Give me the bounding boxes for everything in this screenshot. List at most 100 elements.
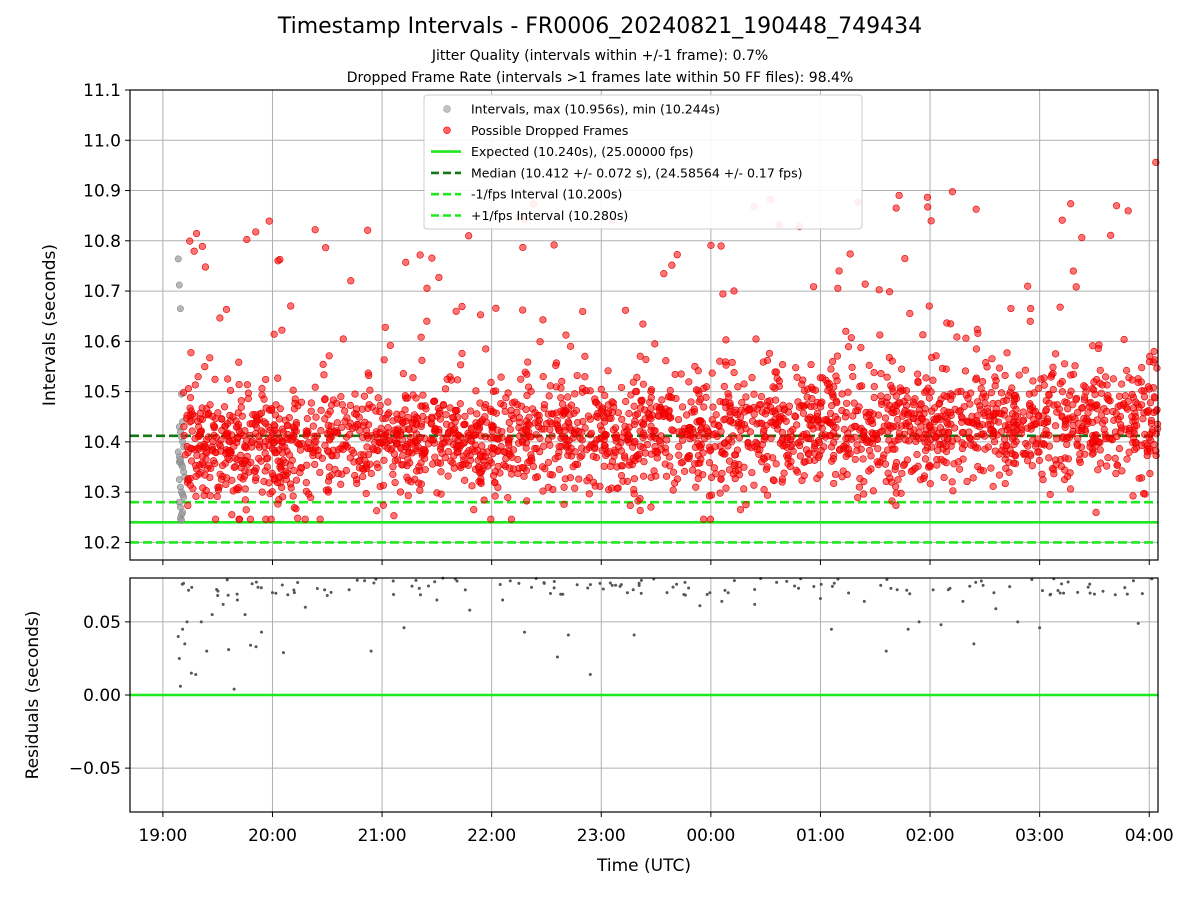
dropped-frame-point: [1045, 454, 1053, 462]
residual-point: [410, 584, 414, 588]
dropped-frame-point: [1113, 461, 1121, 469]
dropped-frame-point: [989, 482, 997, 490]
dropped-frame-point: [244, 395, 252, 403]
dropped-frame-point: [552, 361, 560, 370]
residuals-y-tick-label: 0.00: [83, 686, 121, 706]
dropped-frame-point: [896, 384, 904, 392]
dropped-frame-point: [206, 354, 214, 362]
dropped-frame-point: [898, 365, 906, 373]
dropped-frame-point: [975, 423, 984, 431]
dropped-frame-point: [995, 364, 1004, 372]
residual-point: [1123, 586, 1127, 590]
dropped-frame-point: [1047, 373, 1055, 381]
dropped-frame-point: [192, 492, 200, 500]
dropped-frame-point: [417, 480, 425, 488]
dropped-frame-point: [752, 335, 760, 343]
dropped-frame-point: [558, 400, 567, 408]
residual-point: [292, 591, 296, 595]
dropped-frame-point: [602, 431, 610, 439]
dropped-frame-point: [842, 452, 850, 460]
dropped-frame-point: [229, 413, 237, 421]
dropped-frame-point: [416, 486, 424, 494]
dropped-frame-point: [750, 390, 758, 398]
dropped-frame-point: [819, 374, 827, 382]
dropped-frame-point: [617, 383, 626, 392]
dropped-frame-point: [209, 421, 218, 430]
dropped-frame-point: [215, 440, 223, 448]
dropped-frame-point: [719, 290, 727, 298]
dropped-frame-point: [1088, 450, 1097, 458]
dropped-frame-point: [870, 368, 878, 377]
residual-point: [254, 580, 258, 584]
residual-point: [189, 671, 193, 675]
dropped-frame-point: [351, 423, 360, 431]
dropped-frame-point: [1089, 438, 1097, 446]
dropped-frame-point: [196, 461, 204, 469]
residual-point: [723, 588, 727, 592]
dropped-frame-point: [629, 378, 637, 386]
dropped-frame-point: [770, 477, 778, 485]
dropped-frame-point: [853, 441, 861, 449]
residual-point: [270, 591, 274, 595]
dropped-frame-point: [661, 460, 669, 468]
dropped-frame-point: [1058, 412, 1066, 420]
dropped-frame-point: [781, 441, 789, 449]
dropped-frame-point: [1073, 440, 1081, 448]
dropped-frame-point: [593, 436, 601, 444]
dropped-frame-point: [919, 331, 927, 339]
dropped-frame-point: [933, 455, 941, 464]
dropped-frame-point: [1139, 415, 1147, 423]
dropped-frame-point: [910, 401, 918, 409]
dropped-frame-point: [961, 367, 970, 375]
dropped-frame-point: [793, 468, 801, 476]
dropped-frame-point: [1146, 352, 1154, 360]
dropped-frame-point: [1056, 303, 1064, 311]
dropped-frame-point: [352, 410, 360, 419]
dropped-frame-point: [598, 426, 606, 434]
dropped-frame-point: [771, 384, 779, 392]
dropped-frame-point: [758, 458, 766, 466]
dropped-frame-point: [418, 356, 426, 364]
dropped-frame-point: [203, 449, 211, 457]
dropped-frame-point: [688, 466, 697, 474]
dropped-frame-point: [514, 455, 522, 464]
dropped-frame-point: [1064, 405, 1072, 413]
intervals-y-tick-label: 10.8: [83, 232, 121, 252]
dropped-frame-point: [685, 378, 693, 386]
dropped-frame-point: [1029, 377, 1037, 385]
dropped-frame-point: [325, 463, 333, 471]
dropped-frame-point: [708, 369, 716, 377]
dropped-frame-point: [721, 450, 729, 458]
dropped-frame-point: [940, 434, 948, 442]
dropped-frame-point: [1019, 408, 1027, 416]
residual-point: [726, 591, 730, 595]
dropped-frame-point: [843, 399, 851, 407]
dropped-frame-point: [625, 409, 633, 418]
residual-point: [426, 584, 430, 588]
dropped-frame-point: [1150, 393, 1158, 401]
dropped-frame-point: [186, 481, 194, 489]
dropped-frame-point: [1040, 381, 1048, 389]
dropped-frame-point: [597, 385, 605, 393]
dropped-frame-point: [384, 410, 392, 419]
dropped-frame-point: [948, 437, 957, 445]
dropped-frame-point: [677, 431, 685, 439]
dropped-frame-point: [722, 361, 730, 369]
dropped-frame-point: [958, 418, 966, 426]
residual-point: [1131, 579, 1135, 583]
dropped-frame-point: [523, 497, 531, 505]
dropped-frame-point: [246, 431, 254, 440]
dropped-frame-point: [525, 421, 533, 429]
dropped-frame-point: [520, 472, 528, 480]
dropped-frame-point: [635, 450, 643, 458]
dropped-frame-point: [940, 473, 948, 482]
residual-point: [994, 607, 998, 611]
dropped-frame-point: [619, 462, 627, 470]
residuals-y-ticks: −0.05 0.00 0.05: [69, 613, 130, 779]
dropped-frame-point: [252, 473, 260, 482]
dropped-frame-point: [1064, 472, 1072, 481]
dropped-frame-point: [920, 474, 928, 483]
dropped-frame-point: [351, 471, 359, 480]
dropped-frame-point: [435, 273, 443, 282]
dropped-frame-point: [408, 419, 417, 427]
